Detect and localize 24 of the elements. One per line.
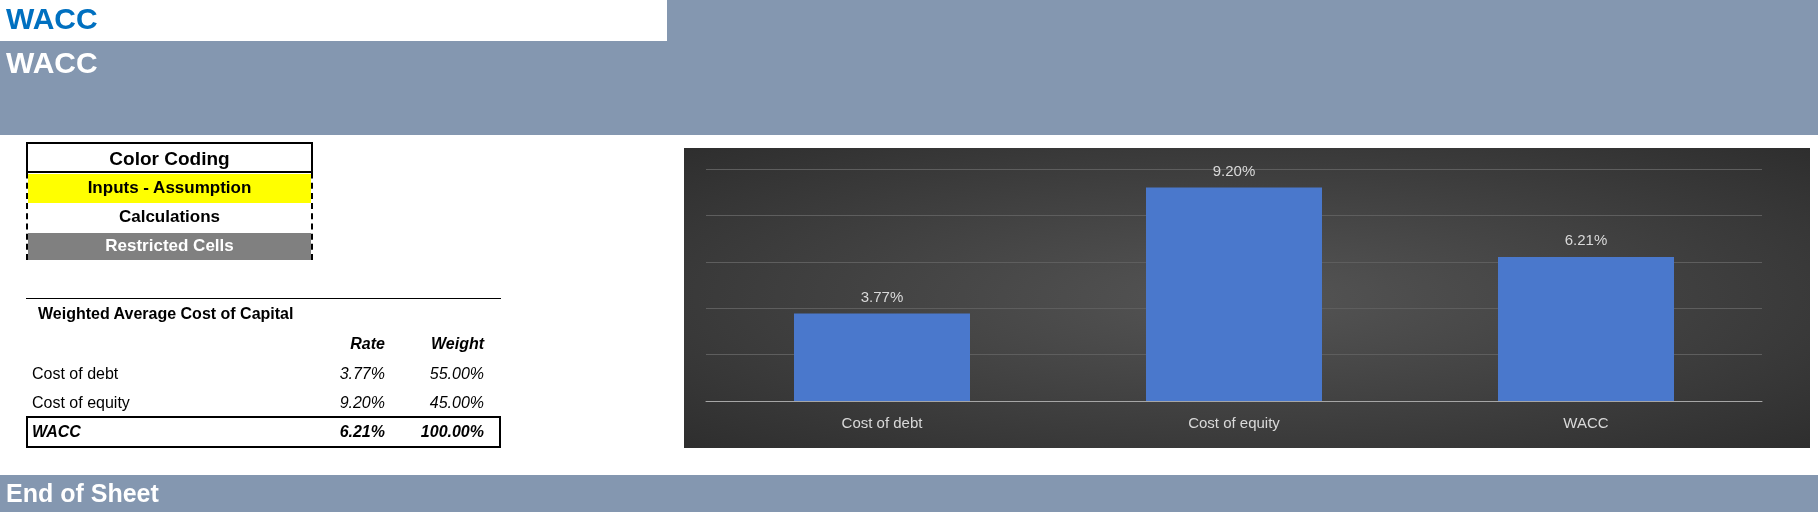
x-tick-label: Cost of equity [1188, 414, 1281, 431]
text: Calculations [117, 207, 222, 227]
text: Restricted Cells [104, 236, 235, 256]
text: 100.00% [419, 423, 484, 441]
text: 55.00% [428, 365, 484, 383]
data-label: 3.77% [860, 287, 904, 305]
text: Color Coding [108, 148, 231, 170]
text: Weight [429, 335, 484, 353]
data-label: 6.21% [1564, 230, 1608, 248]
text: Cost of debt [32, 365, 119, 383]
text: 6.21% [338, 423, 385, 441]
x-tick-label: WACC [1563, 414, 1609, 431]
text: WACC [6, 46, 98, 80]
text: 9.20% [338, 394, 385, 412]
text: End of Sheet [6, 479, 159, 508]
text: WACC [6, 2, 98, 36]
text: 3.77% [338, 365, 385, 383]
x-tick-label: Cost of debt [841, 414, 924, 431]
text: Cost of equity [32, 394, 130, 412]
text: 45.00% [428, 394, 484, 412]
data-label: 9.20% [1212, 161, 1256, 179]
text: Rate [349, 335, 385, 353]
text: Inputs - Assumption [86, 178, 253, 198]
text: Weighted Average Cost of Capital [38, 305, 294, 323]
